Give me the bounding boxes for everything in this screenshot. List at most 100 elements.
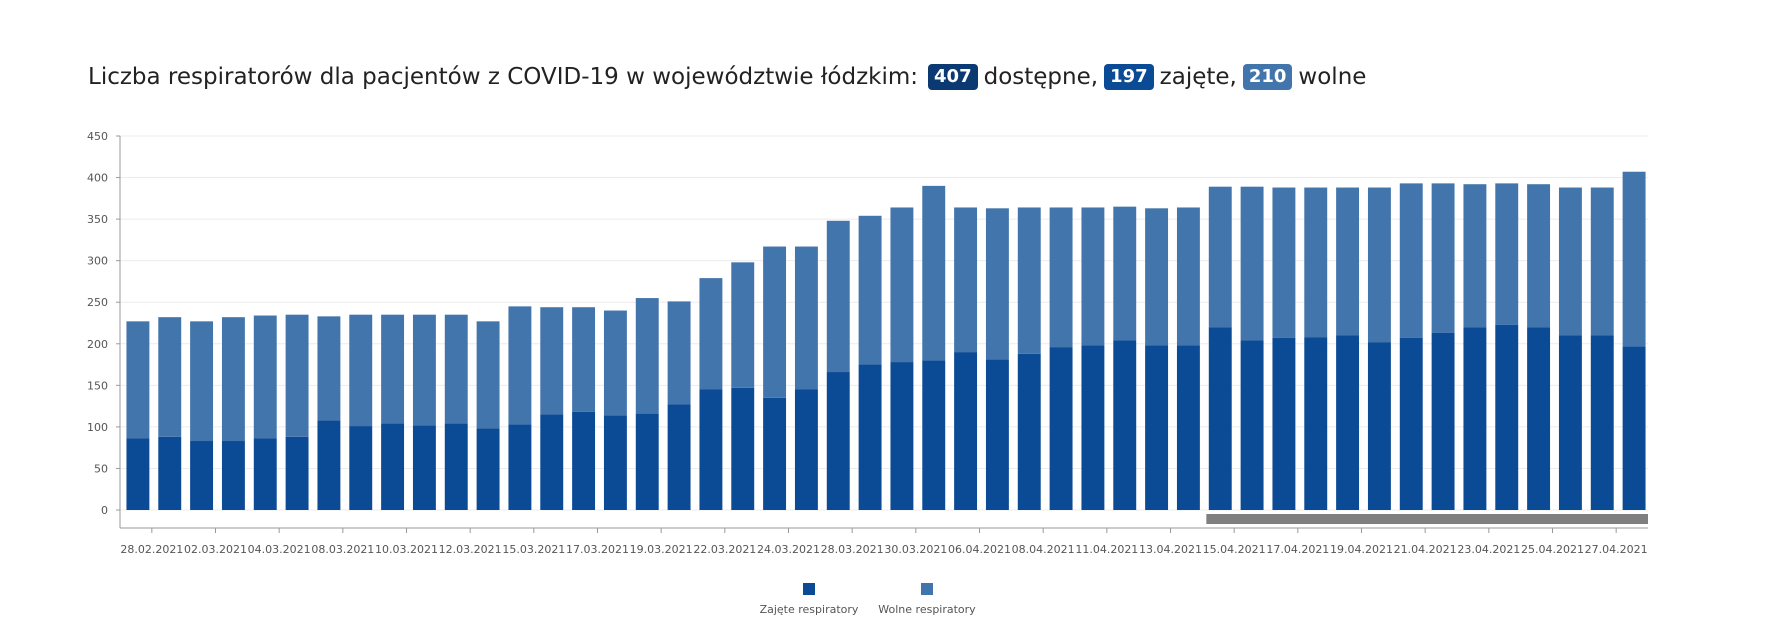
x-tick-label: 21.04.2021 — [1394, 543, 1457, 556]
bar-free — [890, 207, 914, 363]
bar-free — [985, 208, 1009, 360]
chart-legend: Zajęte respiratory Wolne respiratory — [0, 583, 1774, 623]
y-tick-label: 100 — [87, 421, 108, 434]
bar-occupied — [444, 423, 468, 510]
bar-free — [1208, 186, 1232, 328]
bar-occupied — [1113, 340, 1137, 510]
x-tick-label: 27.04.2021 — [1585, 543, 1648, 556]
bar-free — [1113, 206, 1137, 341]
x-tick-label: 12.03.2021 — [439, 543, 502, 556]
x-tick-label: 30.03.2021 — [884, 543, 947, 556]
legend-item-occupied[interactable]: Zajęte respiratory — [739, 583, 879, 616]
bar-occupied — [508, 424, 532, 510]
bar-free — [1558, 187, 1582, 336]
legend-label-occupied: Zajęte respiratory — [759, 603, 859, 616]
x-tick-label: 19.03.2021 — [630, 543, 693, 556]
bar-occupied — [1527, 327, 1551, 510]
stacked-bar-chart: 0 50 100 150 200 250 300 350 400 450 28.02.2021 02.… — [87, 130, 1648, 556]
bar-free — [1049, 207, 1073, 348]
title-prefix: Liczba respiratorów dla pacjentów z COVI… — [88, 64, 919, 90]
x-tick-label: 17.04.2021 — [1266, 543, 1329, 556]
x-tick-label: 08.04.2021 — [1012, 543, 1075, 556]
bar-free — [1176, 207, 1200, 346]
bar-free — [476, 321, 500, 429]
x-tick-label: 10.03.2021 — [375, 543, 438, 556]
bar-free — [1463, 184, 1487, 328]
bar-occupied — [954, 352, 978, 510]
bar-occupied — [221, 441, 245, 510]
bar-free — [381, 314, 405, 424]
x-tick-label: 15.03.2021 — [502, 543, 565, 556]
bar-free — [1399, 183, 1423, 338]
bar-occupied — [794, 389, 818, 510]
x-tick-label: 28.03.2021 — [821, 543, 884, 556]
x-tick-label: 08.03.2021 — [311, 543, 374, 556]
x-tick-label: 25.04.2021 — [1521, 543, 1584, 556]
bar-free — [540, 307, 564, 415]
bar-free — [1527, 184, 1551, 328]
bar-free — [1272, 187, 1296, 338]
bar-free — [444, 314, 468, 424]
bar-occupied — [1558, 335, 1582, 510]
x-tick-label: 06.04.2021 — [948, 543, 1011, 556]
legend-label-free: Wolne respiratory — [878, 603, 976, 616]
bar-free — [954, 207, 978, 353]
bar-free — [1240, 186, 1264, 341]
bar-free — [667, 301, 691, 405]
x-tick-label: 13.04.2021 — [1139, 543, 1202, 556]
bar-occupied — [603, 415, 627, 510]
bar-occupied — [1431, 332, 1455, 510]
legend-swatch-occupied — [803, 583, 815, 595]
y-tick-label: 200 — [87, 338, 108, 351]
x-tick-label: 23.04.2021 — [1457, 543, 1520, 556]
bar-free — [858, 215, 882, 365]
bar-occupied — [572, 411, 596, 510]
x-tick-label: 28.02.2021 — [120, 543, 183, 556]
range-scrollbar[interactable] — [1206, 514, 1648, 524]
bar-free — [1590, 187, 1614, 336]
bar-occupied — [1145, 345, 1169, 510]
y-tick-label: 350 — [87, 213, 108, 226]
bar-occupied — [1304, 337, 1328, 510]
bar-occupied — [158, 436, 182, 510]
bar-occupied — [1176, 345, 1200, 510]
bar-free — [1081, 207, 1105, 346]
y-tick-label: 400 — [87, 172, 108, 185]
bar-free — [922, 185, 946, 361]
bar-free — [1622, 171, 1646, 347]
bar-free — [158, 317, 182, 437]
bar-occupied — [667, 404, 691, 510]
available-badge: 407 — [928, 64, 978, 90]
bar-free — [699, 278, 723, 390]
occupied-label: zajęte, — [1159, 64, 1237, 90]
x-tick-label: 02.03.2021 — [184, 543, 247, 556]
bar-occupied — [476, 428, 500, 510]
x-tick-label: 24.03.2021 — [757, 543, 820, 556]
bar-occupied — [1017, 353, 1041, 510]
y-tick-label: 250 — [87, 296, 108, 309]
bar-occupied — [1208, 327, 1232, 510]
bar-occupied — [1622, 346, 1646, 510]
bar-occupied — [349, 426, 373, 510]
bar-free — [635, 298, 659, 414]
bar-occupied — [1049, 347, 1073, 510]
bar-free — [731, 262, 755, 388]
y-tick-label: 50 — [94, 462, 108, 475]
x-tick-label: 04.03.2021 — [248, 543, 311, 556]
bar-occupied — [1495, 324, 1519, 510]
bar-free — [1336, 187, 1360, 336]
bar-occupied — [253, 438, 277, 510]
x-tick-label: 22.03.2021 — [693, 543, 756, 556]
bar-occupied — [126, 438, 150, 510]
available-label: dostępne, — [983, 64, 1099, 90]
y-tick-label: 150 — [87, 379, 108, 392]
bar-occupied — [1336, 335, 1360, 510]
legend-item-free[interactable]: Wolne respiratory — [857, 583, 997, 616]
x-tick-label: 15.04.2021 — [1203, 543, 1266, 556]
bar-free — [1495, 183, 1519, 325]
bar-occupied — [540, 414, 564, 510]
bar-occupied — [1240, 340, 1264, 510]
bar-free — [412, 314, 436, 426]
bar-occupied — [317, 420, 341, 510]
bar-free — [285, 314, 309, 437]
